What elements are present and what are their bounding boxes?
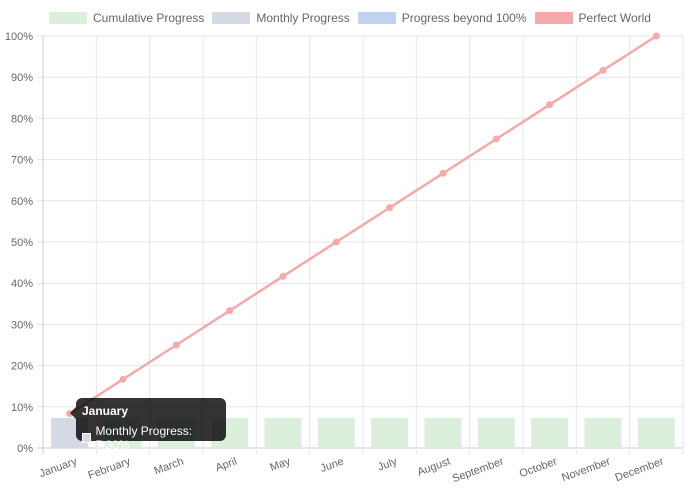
- y-tick-label: 90%: [11, 72, 33, 84]
- tooltip-title: January: [82, 404, 129, 418]
- x-tick-label: September: [451, 455, 506, 485]
- x-tick-label: December: [614, 455, 666, 484]
- line-point: [439, 169, 447, 177]
- legend-item[interactable]: Cumulative Progress: [49, 11, 204, 25]
- x-tick-label: November: [560, 455, 612, 484]
- bar-cumulative-progress: [424, 417, 462, 448]
- tooltip-color-swatch: [82, 433, 92, 443]
- y-tick-label: 50%: [11, 237, 33, 249]
- legend-swatch: [49, 12, 88, 24]
- line-perfect-world: [68, 34, 658, 415]
- line-point: [332, 238, 340, 246]
- legend-swatch: [534, 12, 573, 24]
- legend-label: Monthly Progress: [256, 11, 350, 25]
- y-tick-label: 70%: [11, 155, 33, 167]
- x-tick-label: August: [416, 456, 452, 479]
- bar-cumulative-progress: [317, 417, 355, 448]
- x-tick-label: October: [518, 455, 559, 480]
- legend-item[interactable]: Monthly Progress: [212, 11, 350, 25]
- line-point: [172, 341, 180, 349]
- y-tick-label: 60%: [11, 196, 33, 208]
- x-tick-label: April: [214, 456, 239, 475]
- y-tick-label: 30%: [11, 319, 33, 331]
- legend-label: Progress beyond 100%: [401, 11, 527, 25]
- chart-tooltip: January Monthly Progress: 7.30%: [70, 398, 226, 452]
- line-point: [119, 375, 127, 383]
- tooltip-label: Monthly Progress: 7.30%: [95, 424, 193, 452]
- bar-cumulative-progress: [584, 417, 622, 448]
- tooltip-caret: [70, 407, 76, 419]
- legend-swatch: [212, 12, 251, 24]
- bar-cumulative-progress: [371, 417, 409, 448]
- line-point: [492, 135, 500, 143]
- line-point: [279, 272, 287, 280]
- y-tick-label: 20%: [11, 361, 33, 373]
- y-tick-label: 100%: [5, 31, 33, 43]
- line-point: [386, 204, 394, 212]
- y-tick-label: 0%: [17, 443, 33, 455]
- x-tick-label: June: [319, 456, 346, 475]
- bar-cumulative-progress: [264, 417, 302, 448]
- y-tick-label: 10%: [11, 402, 33, 414]
- line-point: [599, 66, 607, 74]
- bar-cumulative-progress: [637, 417, 675, 448]
- bar-cumulative-progress: [477, 417, 515, 448]
- y-tick-label: 80%: [11, 113, 33, 125]
- legend-label: Perfect World: [578, 11, 651, 25]
- chart-legend: Cumulative Progress Monthly Progress Progr…: [0, 11, 700, 25]
- x-tick-label: January: [38, 455, 79, 480]
- legend-item[interactable]: Perfect World: [534, 11, 651, 25]
- line-point: [546, 101, 554, 109]
- legend-item[interactable]: Progress beyond 100%: [357, 11, 527, 25]
- x-tick-label: February: [87, 455, 133, 482]
- line-point: [226, 307, 234, 315]
- legend-swatch: [357, 12, 396, 24]
- x-tick-label: March: [153, 456, 186, 478]
- bar-cumulative-progress: [531, 417, 569, 448]
- y-tick-label: 40%: [11, 278, 33, 290]
- x-tick-label: July: [376, 455, 399, 473]
- line-point: [652, 32, 660, 40]
- legend-label: Cumulative Progress: [93, 11, 205, 25]
- x-tick-label: May: [268, 455, 292, 474]
